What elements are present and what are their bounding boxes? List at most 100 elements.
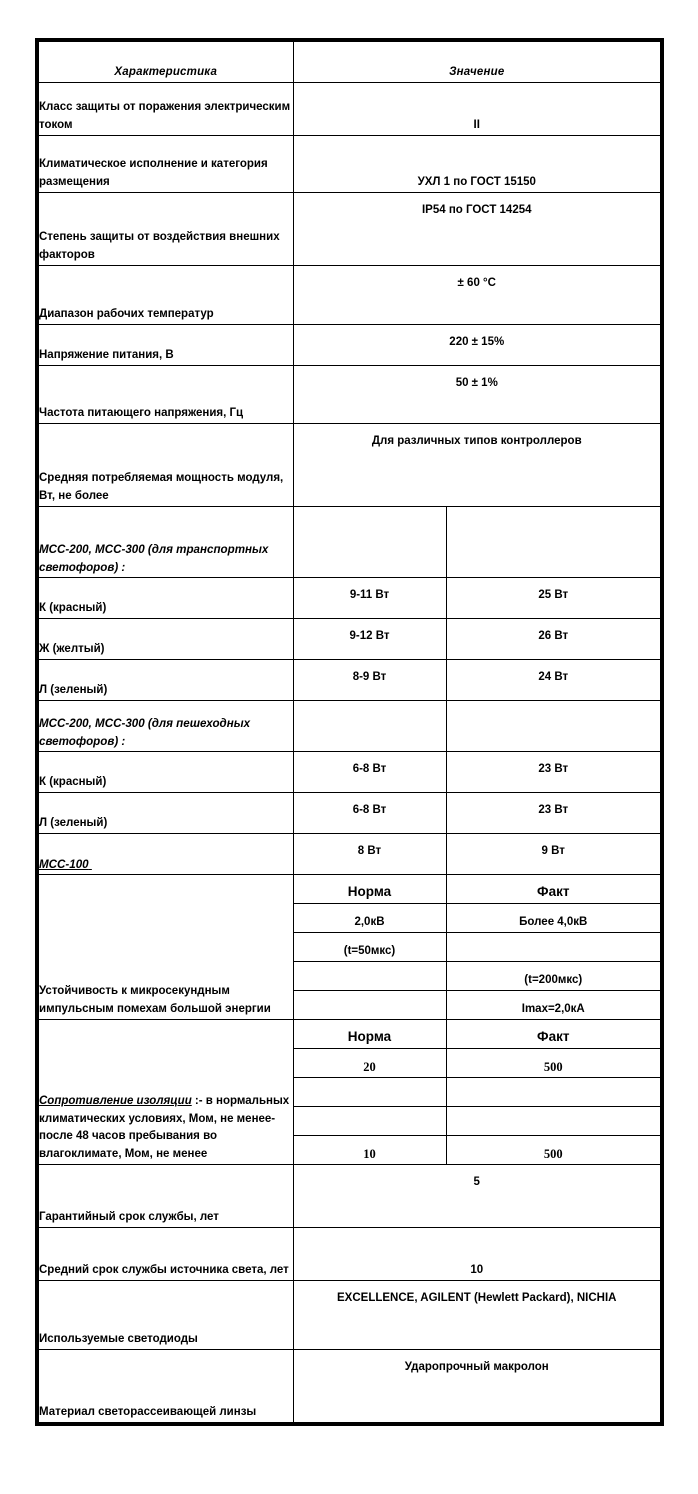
row-label-traffic-green: Л (зеленый) [35,659,294,701]
row-label-protection-class: Класс защиты от поражения электрическим … [35,82,294,136]
table-row-surge-header: Устойчивость к микросекундным импульсным… [35,874,664,1020]
row-label-ingress: Степень защиты от воздействия внешних фа… [35,192,294,266]
row-value-pedestrian-green-a: 6-8 Вт [292,792,447,834]
row-value-pedestrian-green-b: 23 Вт [445,792,664,834]
group-value-a-traffic [292,506,447,578]
row-label-light-source-lifetime: Средний срок службы источника света, лет [35,1227,294,1281]
table-row: Средняя потребляемая мощность модуля, Вт… [35,423,664,507]
insulation-subheader-fact: Факт [445,1019,664,1049]
group-value-a-pedestrian [292,700,447,752]
row-label-warranty-period: Гарантийный срок службы, лет [35,1164,294,1228]
group-value-b-pedestrian [445,700,664,752]
insulation-fact-3 [445,1106,664,1136]
row-value-traffic-yellow-b: 26 Вт [445,618,664,660]
table-row: Ж (желтый) 9-12 Вт 26 Вт [35,618,664,660]
row-label-mcc100: МСС-100 [35,833,294,875]
table-row: К (красный) 9-11 Вт 25 Вт [35,577,664,619]
specification-table: Характеристика Значение Класс защиты от … [35,38,664,1426]
insulation-norm-4: 10 [292,1135,447,1165]
row-label-lens-material: Материал светорассеивающей линзы [35,1349,294,1426]
insulation-fact-1: 500 [445,1048,664,1078]
row-value-supply-voltage: 220 ± 15% [292,324,664,366]
surge-subheader-fact: Факт [445,874,664,904]
row-value-traffic-red-a: 9-11 Вт [292,577,447,619]
row-value-traffic-green-a: 8-9 Вт [292,659,447,701]
row-value-traffic-red-b: 25 Вт [445,577,664,619]
table-row: Класс защиты от поражения электрическим … [35,82,664,136]
table-row: (t=50мкс) [37,932,664,962]
surge-norm-3 [292,961,447,991]
header-value: Значение [292,38,664,83]
row-value-mcc100-a: 8 Вт [292,833,447,875]
group-label-traffic: МСС-200, МСС-300 (для транспортных свето… [35,506,294,578]
table-row: Гарантийный срок службы, лет 5 [35,1164,664,1228]
row-value-traffic-green-b: 24 Вт [445,659,664,701]
insulation-norm-1: 20 [292,1048,447,1078]
table-row: К (красный) 6-8 Вт 23 Вт [35,751,664,793]
group-label-pedestrian: МСС-200, МСС-300 (для пешеходных светофо… [35,700,294,752]
insulation-fact-4: 500 [445,1135,664,1165]
table-row: МСС-100 8 Вт 9 Вт [35,833,664,875]
table-row: Напряжение питания, В 220 ± 15% [35,324,664,366]
mcc100-label-text: МСС-100 [39,858,89,872]
surge-fact-4: Imax=2,0кА [445,990,664,1020]
row-value-temp-range: ± 60 °C [292,265,664,325]
surge-fact-2 [445,932,664,962]
table-row: Л (зеленый) 6-8 Вт 23 Вт [35,792,664,834]
row-value-average-power: Для различных типов контроллеров [292,423,664,507]
table-row: Л (зеленый) 8-9 Вт 24 Вт [35,659,664,701]
insulation-label-underlined: Сопротивление изоляции [39,1094,192,1107]
table-row: Частота питающего напряжения, Гц 50 ± 1% [35,365,664,424]
row-label-surge-immunity: Устойчивость к микросекундным импульсным… [35,874,294,1020]
surge-subheader-norm: Норма [292,874,447,904]
row-value-supply-frequency: 50 ± 1% [292,365,664,424]
row-label-pedestrian-green: Л (зеленый) [35,792,294,834]
row-value-warranty-period: 5 [292,1164,664,1228]
row-value-lens-material: Ударопрочный макролон [292,1349,664,1426]
table-row-insulation-header: Сопротивление изоляции :- в нормальных к… [35,1019,664,1165]
insulation-subheader-norm: Норма [292,1019,447,1049]
row-label-supply-voltage: Напряжение питания, В [35,324,294,366]
table-header-row: Характеристика Значение [35,38,664,83]
insulation-norm-2 [292,1077,447,1107]
insulation-norm-3 [292,1106,447,1136]
insulation-label-rest: :- в нормальных климатических условиях, … [39,1094,290,1161]
row-label-average-power: Средняя потребляемая мощность модуля, Вт… [35,423,294,507]
table-row: 20 500 [37,1048,664,1078]
surge-fact-1: Более 4,0кВ [445,903,664,933]
table-row: Материал светорассеивающей линзы Ударопр… [35,1349,664,1426]
row-value-traffic-yellow-a: 9-12 Вт [292,618,447,660]
row-value-pedestrian-red-b: 23 Вт [445,751,664,793]
row-value-ingress: IP54 по ГОСТ 14254 [292,192,664,266]
table-row: Imax=2,0кА [37,990,664,1020]
table-row: Степень защиты от воздействия внешних фа… [35,192,664,266]
surge-fact-3: (t=200мкс) [445,961,664,991]
row-label-climatic: Климатическое исполнение и категория раз… [35,135,294,193]
row-value-protection-class: II [292,82,664,136]
row-label-traffic-yellow: Ж (желтый) [35,618,294,660]
row-label-pedestrian-red: К (красный) [35,751,294,793]
header-characteristic: Характеристика [35,38,294,83]
row-value-pedestrian-red-a: 6-8 Вт [292,751,447,793]
row-value-light-source-lifetime: 10 [292,1227,664,1281]
row-value-leds-used: EXCELLENCE, AGILENT (Hewlett Packard), N… [292,1280,664,1350]
row-label-traffic-red: К (красный) [35,577,294,619]
surge-norm-2: (t=50мкс) [292,932,447,962]
row-label-temp-range: Диапазон рабочих температур [35,265,294,325]
surge-norm-1: 2,0кВ [292,903,447,933]
row-value-climatic: УХЛ 1 по ГОСТ 15150 [292,135,664,193]
row-label-insulation-resistance: Сопротивление изоляции :- в нормальных к… [35,1019,294,1165]
row-value-mcc100-b: 9 Вт [445,833,664,875]
table-row: Климатическое исполнение и категория раз… [35,135,664,193]
row-label-leds-used: Используемые светодиоды [35,1280,294,1350]
insulation-fact-2 [445,1077,664,1107]
group-value-b-traffic [445,506,664,578]
table-row: 2,0кВ Более 4,0кВ [37,903,664,933]
table-row: Средний срок службы источника света, лет… [35,1227,664,1281]
table-row: Диапазон рабочих температур ± 60 °C [35,265,664,325]
row-label-supply-frequency: Частота питающего напряжения, Гц [35,365,294,424]
table-row: (t=200мкс) [37,961,664,991]
table-row [37,1106,664,1136]
table-row-group-header: МСС-200, МСС-300 (для транспортных свето… [35,506,664,578]
